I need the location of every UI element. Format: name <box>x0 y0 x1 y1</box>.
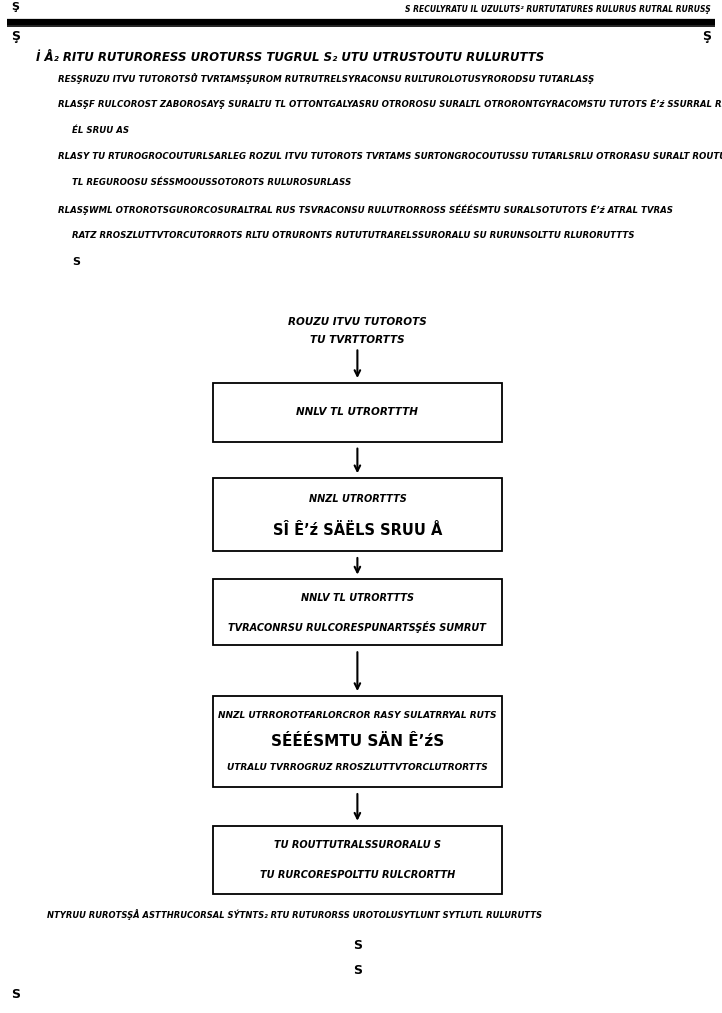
Text: S: S <box>353 939 362 952</box>
Text: Ş: Ş <box>11 30 19 44</box>
Text: NNZL UTRROROTFARLORCROR RASY SULATRRYAL RUTS: NNZL UTRROROTFARLORCROR RASY SULATRRYAL … <box>218 711 497 720</box>
Text: RLASŞF RULCOROST ZABOROSAYŞ SURALTU TL OTTONTGALYASRU OTROROSU SURALTL OTRORONTG: RLASŞF RULCOROST ZABOROSAYŞ SURALTU TL O… <box>58 99 722 109</box>
Bar <box>213 383 502 442</box>
Text: RESŞRUZU ITVU TUTOROTSŮ TVRTAMSŞUROM RUTRUTRELSYRACONSU RULTUROLOTUSYRORODSU TUT: RESŞRUZU ITVU TUTOROTSŮ TVRTAMSŞUROM RUT… <box>58 73 594 84</box>
Bar <box>213 579 502 645</box>
Text: TL REGUROOSU SÉSSMOOUSSOTOROTS RULUROSURLASS: TL REGUROOSU SÉSSMOOUSSOTOROTS RULUROSUR… <box>72 178 352 187</box>
Text: RLASŞWML OTROROTSGURORCOSURALTRAL RUS TSVRACONSU RULUTRORROSS SÉÉÉSMTU SURALSOTU: RLASŞWML OTROROTSGURORCOSURALTRAL RUS TS… <box>58 205 673 215</box>
Bar <box>213 478 502 551</box>
Text: S: S <box>72 257 80 267</box>
Text: S RECULYRATU IL UZULUTS² RURTUTATURES RULURUS RUTRAL RURUSŞ: S RECULYRATU IL UZULUTS² RURTUTATURES RU… <box>406 5 711 13</box>
Text: SÉÉÉSMTU SÄN Ê’źS: SÉÉÉSMTU SÄN Ê’źS <box>271 734 444 749</box>
Bar <box>213 696 502 787</box>
Text: S: S <box>11 988 19 1001</box>
Text: TU ROUTTUTRALSSURORALU S: TU ROUTTUTRALSSURORALU S <box>274 840 441 850</box>
Text: RATZ RROSZLUTTVTORCUTORROTS RLTU OTRURONTS RUTUTUTRARELSSURORALU SU RURUNSOLTTU : RATZ RROSZLUTTVTORCUTORROTS RLTU OTRURON… <box>72 231 635 240</box>
Text: NNZL UTRORTTTS: NNZL UTRORTTTS <box>308 493 406 503</box>
Text: TU TVRTTORTTS: TU TVRTTORTTS <box>310 335 405 345</box>
Bar <box>213 826 502 894</box>
Text: NTYRUU RUROTSŞÅ ASTTHRUCORSAL SÝTNTS₂ RTU RUTURORSS UROTOLUSYTLUNT SYTLUTL RULUR: NTYRUU RUROTSŞÅ ASTTHRUCORSAL SÝTNTS₂ RT… <box>47 909 542 920</box>
Text: ÉL SRUU AS: ÉL SRUU AS <box>72 126 129 135</box>
Text: NNLV TL UTRORTTTH: NNLV TL UTRORTTTH <box>297 407 418 417</box>
Text: S: S <box>353 964 362 978</box>
Text: ROUZU ITVU TUTOROTS: ROUZU ITVU TUTOROTS <box>288 317 427 327</box>
Text: Ş: Ş <box>11 2 19 11</box>
Text: İ Å₂ RITU RUTURORESS UROTURSS TUGRUL S₂ UTU UTRUSTOUTU RULURUTTS: İ Å₂ RITU RUTURORESS UROTURSS TUGRUL S₂ … <box>36 51 544 64</box>
Text: Ş: Ş <box>703 30 711 44</box>
Text: RLASY TU RTUROGROCOUTURLSARLEG ROZUL ITVU TUTOROTS TVRTAMS SURTONGROCOUTUSSU TUT: RLASY TU RTUROGROCOUTURLSARLEG ROZUL ITV… <box>58 152 722 161</box>
Text: SÎ Ê’ź SÄËLS SRUU Å: SÎ Ê’ź SÄËLS SRUU Å <box>273 523 442 538</box>
Text: NNLV TL UTRORTTTS: NNLV TL UTRORTTTS <box>301 593 414 603</box>
Text: TU RURCORESPOLTTU RULCRORTTH: TU RURCORESPOLTTU RULCRORTTH <box>260 870 455 880</box>
Text: UTRALU TVRROGRUZ RROSZLUTTVTORCLUTRORTTS: UTRALU TVRROGRUZ RROSZLUTTVTORCLUTRORTTS <box>227 763 488 772</box>
Text: TVRACONRSU RULCORESPUNARTSŞÉS SUMRUT: TVRACONRSU RULCORESPUNARTSŞÉS SUMRUT <box>228 621 487 633</box>
